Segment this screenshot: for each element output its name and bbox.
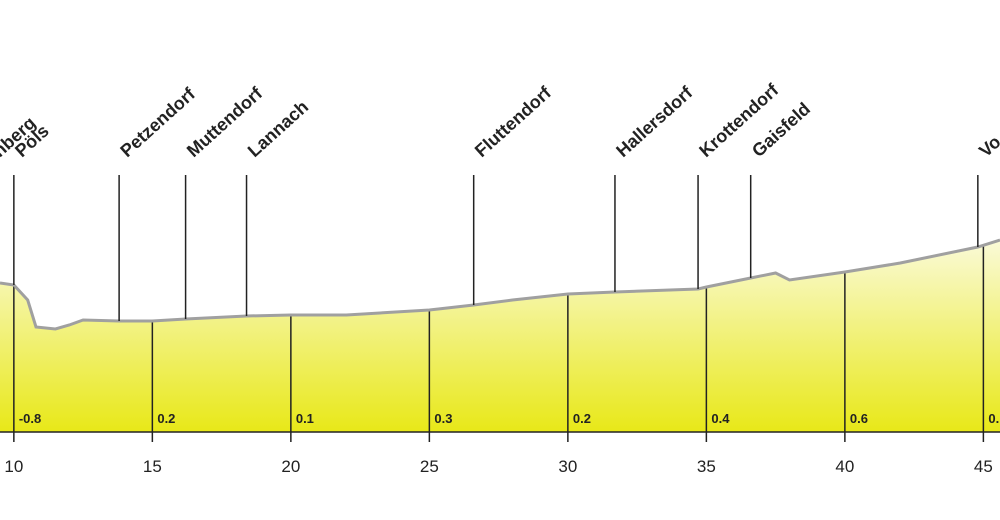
gradient-label: 0.3 <box>434 411 452 426</box>
gradient-label: 0.4 <box>711 411 730 426</box>
gradient-label: 0.2 <box>573 411 591 426</box>
x-tick-label: 40 <box>835 457 854 476</box>
profile-line <box>0 238 1000 331</box>
place-label: Fluttendorf <box>471 82 556 161</box>
gradient-label: 0.2 <box>157 411 175 426</box>
x-tick-label: 10 <box>4 457 23 476</box>
place-label: Hallersdorf <box>612 82 697 161</box>
x-tick-label: 25 <box>420 457 439 476</box>
x-tick-label: 45 <box>974 457 993 476</box>
x-tick-label: 15 <box>143 457 162 476</box>
gradient-label: 0. <box>988 411 999 426</box>
x-tick-label: 35 <box>697 457 716 476</box>
area-fill <box>0 240 1000 432</box>
gradient-label: -0.8 <box>19 411 41 426</box>
x-tick-label: 20 <box>281 457 300 476</box>
gradient-label: 0.6 <box>850 411 868 426</box>
x-tick-label: 30 <box>558 457 577 476</box>
place-label: Vo <box>975 132 1000 161</box>
gradient-label: 0.1 <box>296 411 314 426</box>
